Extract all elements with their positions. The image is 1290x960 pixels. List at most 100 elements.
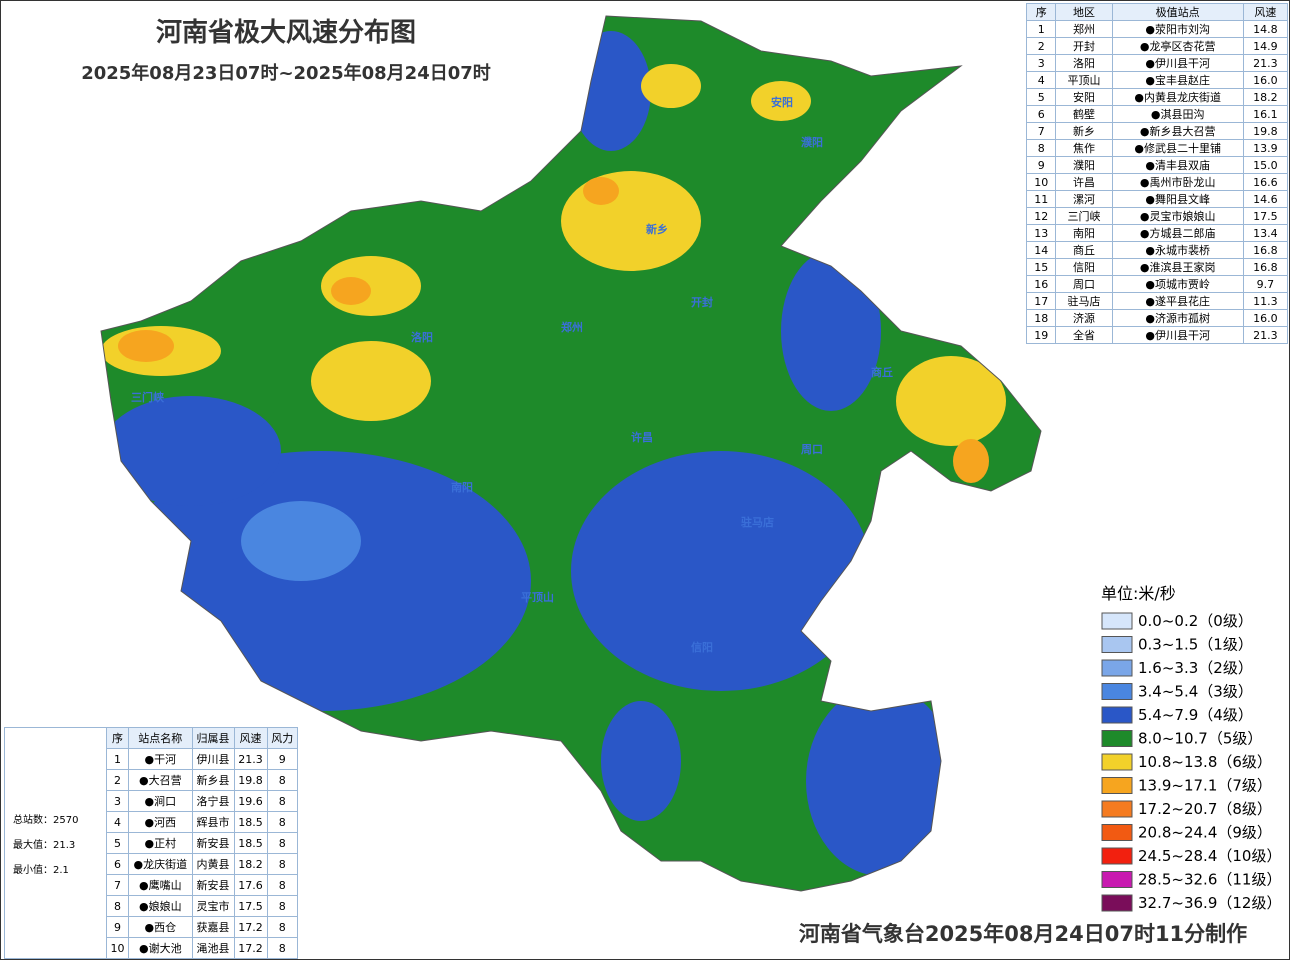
legend-label: 17.2~20.7（8级） — [1138, 800, 1272, 818]
table-cell: 17 — [1025, 292, 1057, 310]
table-cell: ●伊川县干河 — [1111, 326, 1244, 344]
table-cell: 洛阳 — [1055, 54, 1113, 72]
footer: 河南省气象台2025年08月24日07时11分制作 — [799, 922, 1247, 946]
table-cell: ●灵宝市娘娘山 — [1111, 207, 1244, 225]
table-cell: 南阳 — [1055, 224, 1113, 242]
table-cell: 8 — [266, 832, 299, 854]
table-cell: ●淇县田沟 — [1111, 105, 1244, 123]
table-cell: ●清丰县双庙 — [1111, 156, 1244, 174]
table-cell: 17.2 — [233, 916, 268, 938]
city-label: 洛阳 — [411, 330, 433, 344]
table-cell: 6 — [1025, 105, 1057, 123]
table-cell: 15.0 — [1242, 156, 1289, 174]
table-cell: 8 — [1025, 139, 1057, 157]
table-cell: ●干河 — [128, 748, 193, 770]
table-cell: 济源 — [1055, 309, 1113, 327]
city-label: 许昌 — [631, 430, 653, 444]
city-label: 周口 — [801, 443, 823, 456]
city-label: 平顶山 — [521, 590, 554, 604]
table-cell: 12 — [1025, 207, 1057, 225]
table-cell: 周口 — [1055, 275, 1113, 293]
table-cell: 17.2 — [233, 937, 268, 959]
legend-label: 10.8~13.8（6级） — [1138, 753, 1272, 771]
table-row: 6 ●龙庆街道 内黄县 18.2 8 — [105, 853, 299, 875]
table-row: 13 南阳 ●方城县二郎庙 13.4 — [1025, 224, 1289, 242]
table-cell: 新乡 — [1055, 122, 1113, 140]
table-cell: 渑池县 — [191, 937, 235, 959]
table-cell: 18.5 — [233, 811, 268, 833]
table-cell: 15 — [1025, 258, 1057, 276]
city-label: 驻马店 — [741, 515, 774, 529]
table-row: 6 鹤壁 ●淇县田沟 16.1 — [1025, 105, 1289, 123]
table-row: 4 平顶山 ●宝丰县赵庄 16.0 — [1025, 71, 1289, 89]
table-cell: 全省 — [1055, 326, 1113, 344]
table-cell: 16.0 — [1242, 309, 1289, 327]
legend-swatch — [1101, 847, 1133, 865]
table-row: 7 新乡 ●新乡县大召营 19.8 — [1025, 122, 1289, 140]
legend-title: 单位:米/秒 — [1101, 584, 1176, 603]
city-label: 商丘 — [871, 365, 893, 379]
table-cell: 1 — [105, 748, 130, 770]
table-row: 18 济源 ●济源市孤树 16.0 — [1025, 309, 1289, 327]
column-header: 风速 — [1242, 3, 1289, 21]
table-cell: ●新乡县大召营 — [1111, 122, 1244, 140]
table-cell: ●遂平县花庄 — [1111, 292, 1244, 310]
table-cell: 17.6 — [233, 874, 268, 896]
table-cell: 驻马店 — [1055, 292, 1113, 310]
table-cell: 10 — [1025, 173, 1057, 191]
table-row: 17 驻马店 ●遂平县花庄 11.3 — [1025, 292, 1289, 310]
table-cell: 16.1 — [1242, 105, 1289, 123]
subtitle: 2025年08月23日07时~2025年08月24日07时 — [81, 62, 491, 84]
legend-label: 5.4~7.9（4级） — [1138, 706, 1253, 724]
legend-label: 0.3~1.5（1级） — [1138, 636, 1253, 654]
table-cell: ●宝丰县赵庄 — [1111, 71, 1244, 89]
table-cell: 18.2 — [1242, 88, 1289, 106]
stat: 最小值：2.1 — [13, 865, 69, 876]
table-row: 16 周口 ●项城市贾岭 9.7 — [1025, 275, 1289, 293]
table-cell: 17.5 — [233, 895, 268, 917]
table-row: 12 三门峡 ●灵宝市娘娘山 17.5 — [1025, 207, 1289, 225]
table-cell: 19 — [1025, 326, 1057, 344]
table-cell: 内黄县 — [191, 853, 235, 875]
table-row: 5 安阳 ●内黄县龙庆街道 18.2 — [1025, 88, 1289, 106]
table-row: 8 ●娘娘山 灵宝市 17.5 8 — [105, 895, 299, 917]
city-label: 开封 — [691, 295, 713, 309]
table-cell: 9 — [266, 748, 299, 770]
column-header: 站点名称 — [128, 727, 193, 749]
legend-swatch — [1101, 871, 1133, 888]
table-cell: 19.6 — [233, 790, 268, 812]
table-cell: 漯河 — [1055, 190, 1113, 208]
table-cell: 19.8 — [1242, 122, 1289, 140]
city-label: 郑州 — [561, 320, 583, 334]
table-row: 9 濮阳 ●清丰县双庙 15.0 — [1025, 156, 1289, 174]
table-cell: ●正村 — [128, 832, 193, 854]
legend-swatch — [1101, 777, 1133, 794]
table-cell: 16.6 — [1242, 173, 1289, 191]
table-cell: 许昌 — [1055, 173, 1113, 191]
column-header: 序 — [1025, 3, 1057, 21]
table-cell: ●禹州市卧龙山 — [1111, 173, 1244, 191]
legend-swatch — [1101, 612, 1133, 630]
table-row: 8 焦作 ●修武县二十里铺 13.9 — [1025, 139, 1289, 157]
table-cell: ●谢大池 — [128, 937, 193, 959]
table-cell: 开封 — [1055, 37, 1113, 55]
table-cell: 11 — [1025, 190, 1057, 208]
table-cell: ●河西 — [128, 811, 193, 833]
table-cell: ●淮滨县王家岗 — [1111, 258, 1244, 276]
table-cell: 16.8 — [1242, 241, 1289, 259]
table-cell: 18.2 — [233, 853, 268, 875]
legend-label: 3.4~5.4（3级） — [1138, 683, 1253, 701]
table-row: 3 ●涧口 洛宁县 19.6 8 — [105, 790, 299, 812]
table-cell: ●舞阳县文峰 — [1111, 190, 1244, 208]
table-cell: 18 — [1025, 309, 1057, 327]
column-header: 风速 — [233, 727, 268, 749]
table-row: 1 ●干河 伊川县 21.3 9 — [105, 748, 299, 770]
table-row: 7 ●鹰嘴山 新安县 17.6 8 — [105, 874, 299, 896]
column-header: 序 — [105, 727, 130, 749]
table-cell: 新乡县 — [191, 769, 235, 791]
column-header: 风力 — [266, 727, 299, 749]
table-cell: ●娘娘山 — [128, 895, 193, 917]
column-header: 极值站点 — [1111, 3, 1244, 21]
table-cell: ●项城市贾岭 — [1111, 275, 1244, 293]
table-cell: 9.7 — [1242, 275, 1289, 293]
